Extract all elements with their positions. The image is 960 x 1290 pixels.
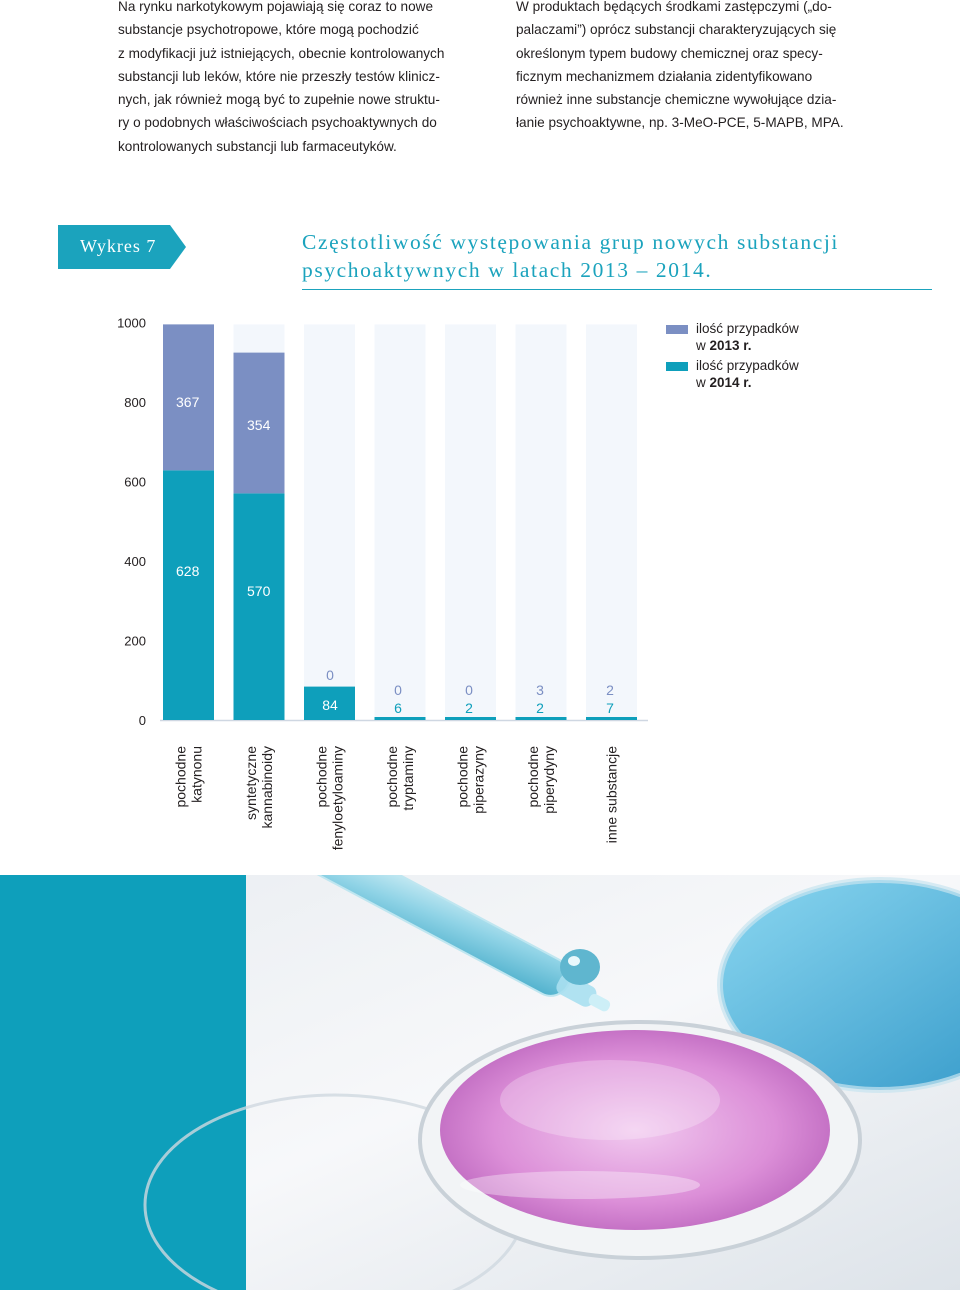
category-label-line: pochodne bbox=[384, 746, 400, 808]
text-line: ry o podobnych właściwościach psychoakty… bbox=[118, 115, 437, 131]
figure-tag-label: Wykres 7 bbox=[80, 236, 157, 256]
legend-item-2013: ilość przypadków w 2013 r. bbox=[666, 320, 926, 357]
data-label-2014: 2 bbox=[536, 700, 544, 716]
text-line: kontrolowanych substancji lub farmaceuty… bbox=[118, 138, 397, 154]
bar-2014 bbox=[163, 470, 214, 720]
column-background bbox=[445, 324, 496, 720]
text-line: nych, jak również mogą być to zupełnie n… bbox=[118, 92, 440, 108]
legend-item-2014: ilość przypadków w 2014 r. bbox=[666, 357, 926, 394]
figure-tag: Wykres 7 bbox=[58, 225, 186, 269]
bar-chart: 1000 800 600 400 200 0 367 628 354 570 0 84 0 6 0 2 3 2 2 7… bbox=[117, 315, 648, 850]
text-line: również inne substancje chemiczne wywołu… bbox=[516, 92, 837, 108]
legend-swatch-2013 bbox=[666, 325, 688, 334]
text-line: Na rynku narkotykowym pojawiają się cora… bbox=[118, 0, 434, 14]
category-label-line: katynonu bbox=[189, 746, 205, 803]
data-label-2013: 0 bbox=[326, 667, 334, 683]
legend-label-2013: ilość przypadków w 2013 r. bbox=[696, 321, 799, 353]
column-background bbox=[374, 324, 426, 720]
bar-2014 bbox=[374, 717, 426, 720]
data-label-2014: 570 bbox=[247, 583, 271, 599]
data-label-2013: 367 bbox=[176, 394, 200, 410]
legend-label-2014: ilość przypadków w 2014 r. bbox=[696, 358, 799, 390]
category-label-line: pochodne bbox=[314, 746, 330, 808]
column-background bbox=[304, 324, 355, 720]
category-label-line: kannabinoidy bbox=[259, 746, 275, 829]
data-label-2014: 2 bbox=[465, 700, 473, 716]
y-tick-label: 200 bbox=[124, 633, 146, 648]
category-label-line: tryptaminy bbox=[400, 746, 416, 811]
text-line: substancji lub leków, które nie przeszły… bbox=[118, 68, 440, 84]
chart-title: Częstotliwość występowania grup nowych s… bbox=[302, 230, 839, 282]
y-tick-label: 1000 bbox=[117, 315, 146, 330]
data-label-2013: 2 bbox=[606, 682, 614, 698]
intro-paragraph-left: Na rynku narkotykowym pojawiają się cora… bbox=[118, 0, 448, 158]
text-line: substancje psychotropowe, które mogą poc… bbox=[118, 22, 419, 38]
category-label: syntetyczne kannabinoidy bbox=[243, 746, 275, 829]
tag-arrow-shape bbox=[58, 225, 186, 269]
data-label-2014: 6 bbox=[394, 700, 402, 716]
category-label-line: pochodne bbox=[455, 746, 471, 808]
category-label-line: fenyloetyloaminy bbox=[330, 746, 346, 850]
category-label: pochodne katynonu bbox=[173, 746, 205, 808]
text-line: palaczami”) oprócz substancji charaktery… bbox=[516, 22, 837, 38]
category-label-line: pochodne bbox=[173, 746, 189, 808]
y-tick-label: 400 bbox=[124, 554, 146, 569]
bar-2014 bbox=[515, 717, 567, 720]
category-label: pochodne piperazyny bbox=[455, 746, 487, 814]
legend-swatch-2014 bbox=[666, 362, 688, 371]
bar-2014 bbox=[304, 686, 355, 720]
petri-dish-pipette-photo bbox=[0, 875, 960, 1290]
category-label: pochodne fenyloetyloaminy bbox=[314, 746, 346, 850]
bar-2014 bbox=[233, 493, 285, 720]
data-label-2014: 7 bbox=[606, 700, 614, 716]
column-background bbox=[515, 324, 567, 720]
text-line: ficznym mechanizmem działania zidentyfik… bbox=[516, 68, 813, 84]
text-line: z modyfikacji już istniejących, obecnie … bbox=[118, 45, 445, 61]
category-label-line: pochodne bbox=[525, 746, 541, 808]
teal-side-block bbox=[0, 875, 246, 1290]
category-label: pochodne piperydyny bbox=[525, 746, 557, 814]
data-label-2014: 628 bbox=[176, 563, 200, 579]
text-line: określonym typem budowy chemicznej oraz … bbox=[516, 45, 823, 61]
text-line: W produktach będących środkami zastępczy… bbox=[516, 0, 832, 14]
category-label-line: syntetyczne bbox=[243, 746, 259, 820]
bar-2014 bbox=[586, 717, 637, 720]
data-label-2013: 0 bbox=[465, 682, 473, 698]
category-label-line: inne substancje bbox=[604, 746, 620, 844]
data-label-2013: 3 bbox=[536, 682, 544, 698]
data-label-2014: 84 bbox=[322, 697, 338, 713]
y-tick-label: 600 bbox=[124, 474, 146, 489]
category-label-line: piperydyny bbox=[541, 746, 557, 814]
y-tick-label: 0 bbox=[139, 713, 146, 728]
title-underline bbox=[302, 289, 932, 290]
bar-2013 bbox=[233, 352, 285, 494]
column-background bbox=[586, 324, 637, 720]
data-label-2013: 354 bbox=[247, 417, 271, 433]
chart-legend: ilość przypadków w 2013 r. ilość przypad… bbox=[666, 320, 926, 394]
category-label-line: piperazyny bbox=[471, 746, 487, 814]
data-label-2013: 0 bbox=[394, 682, 402, 698]
bar-2014 bbox=[445, 717, 496, 720]
category-label: inne substancje bbox=[604, 746, 620, 844]
intro-paragraph-right: W produktach będących środkami zastępczy… bbox=[516, 0, 846, 135]
category-label: pochodne tryptaminy bbox=[384, 746, 416, 811]
text-line: łanie psychoaktywne, np. 3-MeO-PCE, 5-MA… bbox=[516, 115, 844, 131]
bar-2013 bbox=[163, 324, 214, 471]
y-tick-label: 800 bbox=[124, 395, 146, 410]
